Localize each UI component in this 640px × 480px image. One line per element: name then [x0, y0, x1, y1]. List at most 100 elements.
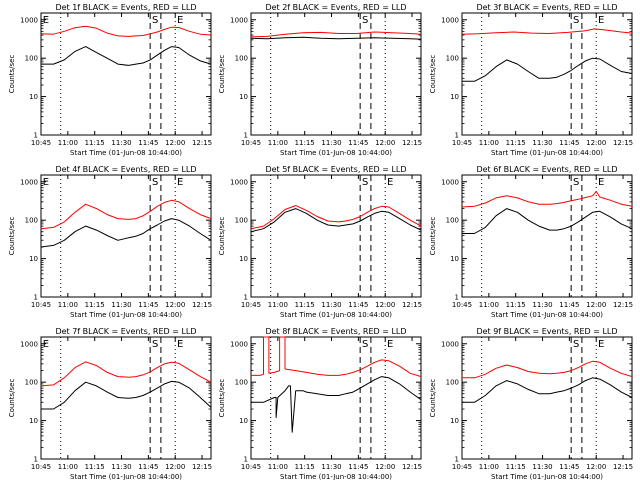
plot-frame: [40, 12, 212, 136]
x-tick-label: 12:00: [586, 463, 606, 471]
x-axis-label: Start Time (01-Jun-08 10:44:00): [280, 149, 392, 157]
panel-title: Det 3f BLACK = Events, RED = LLD: [476, 3, 617, 12]
interval-marker: E: [387, 339, 393, 350]
plot-frame: [250, 336, 422, 460]
y-tick-label: 10: [239, 255, 248, 263]
x-tick-label: 11:15: [85, 301, 105, 309]
y-axis-label: Counts/sec: [8, 217, 16, 256]
x-axis-label: Start Time (01-Jun-08 10:44:00): [70, 311, 182, 319]
panel-det-4: Det 4f BLACK = Events, RED = LLD E S E 10:45…: [8, 165, 212, 319]
x-tick-label: 11:00: [58, 463, 78, 471]
plot-frame: [250, 12, 422, 136]
panel-title: Det 1f BLACK = Events, RED = LLD: [55, 3, 196, 12]
interval-marker: E: [177, 15, 183, 26]
interval-marker: E: [598, 15, 604, 26]
y-tick-label: 1000: [441, 16, 459, 24]
panel-det-7: Det 7f BLACK = Events, RED = LLD E S E 10:45…: [8, 327, 212, 480]
panel-title: Det 8f BLACK = Events, RED = LLD: [265, 327, 406, 336]
lld-series-line: [461, 190, 633, 208]
x-tick-label: 12:00: [586, 301, 606, 309]
interval-marker: S: [152, 177, 158, 188]
x-tick-label: 11:45: [138, 301, 158, 309]
y-tick-label: 100: [446, 55, 459, 63]
x-tick-label: 11:30: [321, 139, 341, 147]
y-tick-label: 1: [455, 456, 459, 464]
x-tick-label: 11:15: [85, 139, 105, 147]
lld-series-line: [462, 360, 633, 379]
y-tick-label: 10: [29, 93, 38, 101]
y-tick-label: 10: [29, 417, 38, 425]
panel-title: Det 9f BLACK = Events, RED = LLD: [476, 327, 617, 336]
x-tick-label: 11:15: [85, 463, 105, 471]
x-tick-label: 10:45: [452, 301, 472, 309]
y-tick-label: 1: [34, 294, 38, 302]
x-tick-label: 11:00: [479, 301, 499, 309]
x-tick-label: 12:15: [192, 139, 212, 147]
lld-series-line: [461, 28, 633, 35]
x-tick-label: 10:45: [241, 463, 261, 471]
y-tick-label: 1: [455, 294, 459, 302]
interval-marker: E: [177, 339, 183, 350]
y-tick-label: 100: [446, 379, 459, 387]
interval-marker: E: [387, 177, 393, 188]
events-series-line: [41, 380, 212, 410]
events-series-line: [250, 208, 422, 233]
x-tick-label: 10:45: [31, 139, 51, 147]
y-tick-label: 1000: [20, 16, 38, 24]
panel-title: Det 4f BLACK = Events, RED = LLD: [55, 165, 196, 174]
x-tick-label: 10:45: [452, 463, 472, 471]
x-tick-label: 11:45: [559, 463, 579, 471]
x-tick-label: 11:30: [532, 463, 552, 471]
plot-frame: [250, 174, 422, 298]
y-axis-label: Counts/sec: [218, 379, 226, 418]
x-axis-label: Start Time (01-Jun-08 10:44:00): [491, 473, 603, 480]
y-tick-label: 1000: [20, 178, 38, 186]
events-series-line: [41, 46, 212, 66]
x-tick-label: 11:00: [268, 301, 288, 309]
x-tick-label: 10:45: [31, 301, 51, 309]
interval-marker: E: [43, 177, 49, 188]
x-tick-label: 11:00: [479, 139, 499, 147]
x-tick-label: 11:15: [506, 463, 526, 471]
x-tick-label: 12:00: [165, 301, 185, 309]
x-tick-label: 11:15: [295, 301, 315, 309]
x-tick-label: 12:15: [402, 301, 422, 309]
interval-marker: E: [177, 177, 183, 188]
x-tick-label: 11:45: [348, 139, 368, 147]
y-tick-label: 10: [450, 417, 459, 425]
y-axis-label: Counts/sec: [8, 55, 16, 94]
x-tick-label: 12:15: [613, 463, 633, 471]
x-tick-label: 11:00: [58, 139, 78, 147]
panel-det-1: Det 1f BLACK = Events, RED = LLD E S E 10:45…: [8, 3, 212, 157]
interval-marker: S: [362, 339, 368, 350]
x-tick-label: 10:45: [452, 139, 472, 147]
x-tick-label: 12:00: [375, 139, 395, 147]
y-tick-label: 100: [25, 217, 38, 225]
y-tick-label: 100: [235, 217, 248, 225]
y-axis-label: Counts/sec: [429, 379, 437, 418]
x-tick-label: 11:00: [58, 301, 78, 309]
x-axis-label: Start Time (01-Jun-08 10:44:00): [280, 473, 392, 480]
panel-title: Det 5f BLACK = Events, RED = LLD: [265, 165, 406, 174]
y-axis-label: Counts/sec: [429, 55, 437, 94]
x-axis-label: Start Time (01-Jun-08 10:44:00): [491, 149, 603, 157]
x-tick-label: 12:15: [192, 301, 212, 309]
plot-frame: [40, 336, 212, 460]
y-tick-label: 10: [239, 417, 248, 425]
y-tick-label: 1: [34, 132, 38, 140]
interval-marker: E: [43, 15, 49, 26]
y-tick-label: 1000: [230, 340, 248, 348]
x-axis-label: Start Time (01-Jun-08 10:44:00): [491, 311, 603, 319]
x-tick-label: 11:45: [138, 463, 158, 471]
x-tick-label: 11:30: [532, 301, 552, 309]
x-tick-label: 12:00: [375, 463, 395, 471]
interval-marker: E: [43, 339, 49, 350]
lld-series-line: [250, 31, 422, 38]
lld-series-line: [250, 205, 422, 230]
y-tick-label: 1: [34, 456, 38, 464]
x-tick-label: 11:45: [559, 301, 579, 309]
